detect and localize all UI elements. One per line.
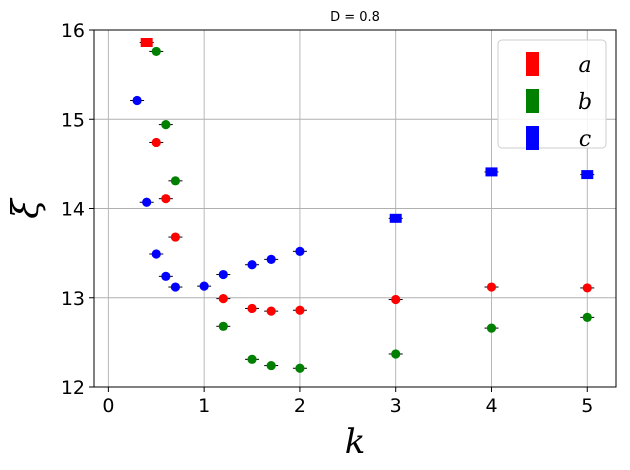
marker-circle xyxy=(161,271,171,281)
legend-swatch-c xyxy=(526,126,539,150)
marker-circle xyxy=(266,254,276,264)
data-point-c xyxy=(388,213,403,223)
data-point-b xyxy=(158,120,173,130)
y-axis-ticks: 12 13 14 15 16 xyxy=(61,20,94,399)
marker-circle xyxy=(486,282,497,292)
data-point-c xyxy=(245,260,260,270)
data-point-c xyxy=(197,281,212,291)
marker-circle xyxy=(151,249,161,259)
marker-square xyxy=(485,167,498,177)
data-point-b xyxy=(580,312,595,322)
legend-label-b: b xyxy=(578,90,592,115)
marker-circle xyxy=(391,294,401,305)
data-point-b xyxy=(484,323,499,333)
marker-square xyxy=(389,213,402,223)
data-point-c xyxy=(139,197,154,207)
legend-box xyxy=(497,39,607,149)
data-point-c xyxy=(158,271,173,281)
x-tick-label: 0 xyxy=(102,395,114,417)
marker-circle xyxy=(247,354,257,364)
marker-circle xyxy=(247,303,257,314)
legend-label-c: c xyxy=(579,127,591,152)
data-point-a xyxy=(245,303,260,314)
data-point-c xyxy=(264,254,279,264)
marker-circle xyxy=(295,363,305,373)
marker-square xyxy=(581,170,594,180)
data-point-a xyxy=(292,305,307,315)
data-point-a xyxy=(139,37,154,47)
marker-circle xyxy=(218,321,228,331)
data-point-c xyxy=(216,269,231,280)
x-tick-label: 5 xyxy=(581,395,593,417)
marker-circle xyxy=(582,312,592,322)
x-tick-label: 2 xyxy=(294,395,306,417)
data-point-a xyxy=(149,137,164,148)
data-point-c xyxy=(580,170,595,180)
data-point-a xyxy=(580,283,595,293)
data-point-a xyxy=(484,282,499,292)
marker-circle xyxy=(218,294,228,304)
marker-circle xyxy=(161,120,171,130)
data-point-c xyxy=(292,246,307,256)
y-tick-label: 14 xyxy=(61,199,85,221)
marker-circle xyxy=(170,232,181,242)
marker-circle xyxy=(151,46,161,57)
x-tick-label: 4 xyxy=(485,395,497,417)
marker-circle xyxy=(161,194,171,204)
marker-circle xyxy=(295,246,305,256)
legend-swatch-b xyxy=(526,89,539,113)
data-point-a xyxy=(216,294,231,304)
marker-circle xyxy=(142,197,152,207)
y-tick-label: 16 xyxy=(61,20,85,42)
chart-title: D = 0.8 xyxy=(330,10,380,25)
x-tick-label: 1 xyxy=(198,395,210,417)
marker-circle xyxy=(132,95,142,106)
marker-circle xyxy=(295,305,305,315)
data-point-b xyxy=(245,354,260,364)
y-axis-label: ξ xyxy=(6,197,47,219)
marker-circle xyxy=(486,323,497,333)
marker-circle xyxy=(247,260,257,270)
data-point-c xyxy=(168,282,183,292)
y-tick-label: 13 xyxy=(61,288,85,310)
data-point-c xyxy=(149,249,164,259)
data-point-b xyxy=(388,349,403,359)
marker-circle xyxy=(151,137,161,148)
data-point-b xyxy=(149,46,164,57)
marker-circle xyxy=(266,360,276,371)
data-point-a xyxy=(388,294,403,305)
data-point-b xyxy=(216,321,231,331)
data-point-b xyxy=(264,360,279,371)
data-point-a xyxy=(158,194,173,204)
data-points xyxy=(130,37,595,373)
y-tick-label: 12 xyxy=(61,377,85,399)
data-point-c xyxy=(130,95,145,106)
y-tick-label: 15 xyxy=(61,109,85,131)
marker-circle xyxy=(170,282,181,292)
data-point-b xyxy=(292,363,307,373)
marker-circle xyxy=(582,283,592,293)
x-tick-label: 3 xyxy=(390,395,402,417)
marker-square xyxy=(140,37,153,47)
legend-swatch-a xyxy=(526,52,539,76)
data-point-b xyxy=(168,176,183,186)
marker-circle xyxy=(199,281,209,291)
marker-circle xyxy=(218,269,228,280)
marker-circle xyxy=(391,349,401,359)
data-point-c xyxy=(484,167,499,177)
x-axis-ticks: 0 1 2 3 4 5 xyxy=(102,387,593,417)
data-point-a xyxy=(168,232,183,242)
marker-circle xyxy=(266,306,276,316)
marker-circle xyxy=(170,176,181,186)
x-axis-label: k xyxy=(345,422,366,462)
legend: abc xyxy=(497,39,607,152)
legend-label-a: a xyxy=(578,53,591,78)
data-point-a xyxy=(264,306,279,316)
